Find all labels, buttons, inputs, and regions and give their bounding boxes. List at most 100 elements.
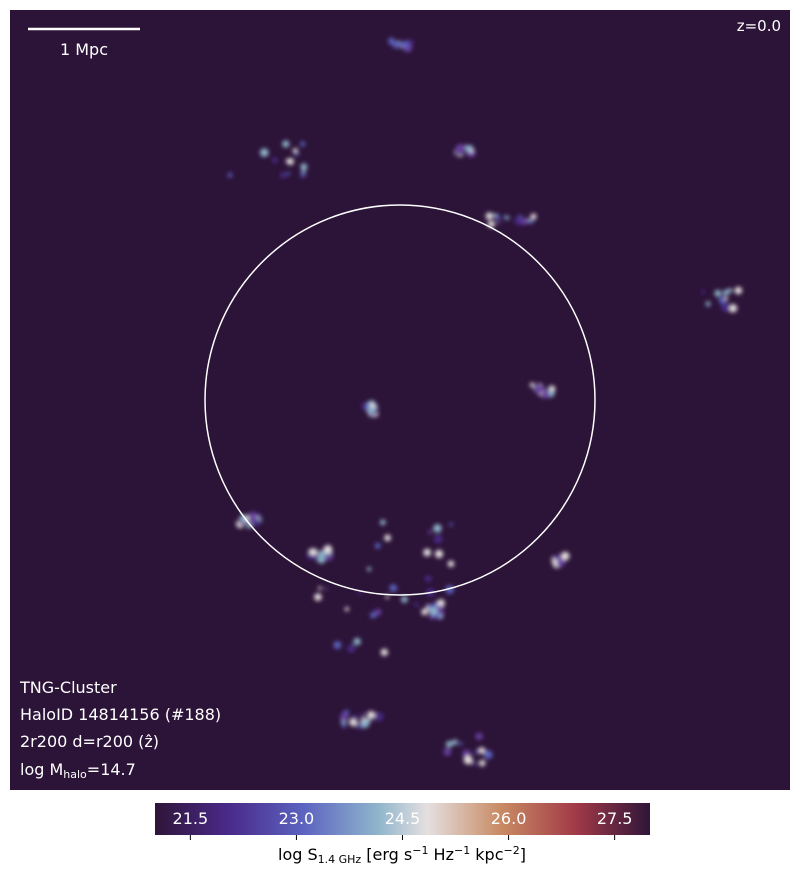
clump [250, 520, 255, 525]
label: 1.4 GHz [318, 853, 362, 866]
clump [347, 644, 356, 653]
clump [449, 522, 453, 527]
map [10, 10, 790, 790]
clump [248, 511, 257, 521]
clump [301, 169, 306, 173]
clump [714, 289, 722, 297]
label: kpc [470, 845, 503, 864]
clump [455, 144, 465, 153]
clump [705, 301, 711, 306]
clump [295, 152, 299, 156]
clump [310, 548, 318, 556]
clump [311, 554, 318, 561]
clump [493, 213, 498, 218]
clump [259, 148, 269, 157]
clump [380, 648, 388, 656]
clump [496, 219, 501, 224]
label: Hz [428, 845, 454, 864]
clump [421, 608, 428, 616]
clump [300, 163, 308, 171]
clump [728, 304, 738, 313]
clump [479, 759, 486, 767]
clump [300, 141, 306, 147]
clump [314, 593, 322, 601]
clump [280, 172, 287, 179]
clump [452, 739, 458, 746]
colorbar-tick-label: 24.5 [385, 809, 421, 828]
clump [560, 551, 570, 561]
clump [325, 553, 333, 561]
colorbar-tick-label: 26.0 [491, 809, 527, 828]
r200-circle [204, 204, 596, 596]
clump [333, 641, 342, 649]
info: TNG-Cluster [19, 678, 117, 697]
clump [505, 215, 510, 220]
clump [389, 584, 398, 592]
clump [373, 410, 378, 415]
clump [534, 385, 543, 395]
clump [239, 514, 247, 522]
clump [252, 518, 261, 527]
clump [357, 591, 362, 596]
clump [367, 711, 375, 719]
clump [445, 740, 453, 748]
clump [414, 602, 419, 607]
clump [401, 41, 409, 49]
clump [734, 286, 743, 295]
clump [397, 43, 402, 48]
label: log S [278, 845, 318, 864]
clump [724, 296, 729, 301]
clump [384, 534, 391, 542]
clump [465, 145, 473, 153]
clump [541, 390, 550, 399]
clump [317, 550, 325, 558]
clump [502, 215, 507, 219]
clump [361, 402, 367, 409]
clump [487, 220, 495, 228]
clump [475, 732, 483, 740]
clump [530, 213, 537, 220]
clump [370, 412, 375, 417]
clump [374, 542, 381, 549]
clump [463, 755, 473, 765]
clump [443, 748, 452, 756]
clump [353, 637, 361, 646]
clump [424, 575, 432, 582]
info: =14.7 [87, 760, 136, 779]
info: log Mhalo=14.7 [20, 760, 136, 781]
clump [552, 554, 559, 560]
clump [727, 306, 731, 310]
clump [286, 171, 291, 176]
clump [433, 524, 442, 533]
clump [388, 37, 395, 45]
clump [227, 172, 233, 178]
clump [292, 148, 298, 154]
clump [282, 140, 290, 148]
clump [485, 212, 493, 220]
clump [379, 519, 386, 526]
clump [434, 549, 444, 559]
label: −2 [504, 844, 520, 857]
clump [318, 586, 322, 590]
clump [306, 553, 313, 560]
label: ] [520, 845, 526, 864]
clump [701, 290, 705, 294]
clump [374, 608, 382, 616]
clump [366, 718, 372, 723]
clump [473, 749, 480, 755]
clump [529, 219, 534, 224]
clump [370, 403, 376, 409]
colorbar-tick-label: 21.5 [173, 809, 209, 828]
clump [400, 595, 408, 603]
clump [423, 548, 432, 557]
clump [433, 534, 443, 544]
clump [436, 599, 445, 608]
clump [429, 606, 438, 616]
clump [385, 595, 389, 599]
clump [718, 296, 727, 304]
clump [352, 714, 359, 721]
clump [340, 712, 349, 721]
clump [459, 741, 463, 746]
label: [erg s [361, 845, 412, 864]
colorbar-label: log S1.4 GHz [erg s−1 Hz−1 kpc−2] [278, 844, 526, 866]
